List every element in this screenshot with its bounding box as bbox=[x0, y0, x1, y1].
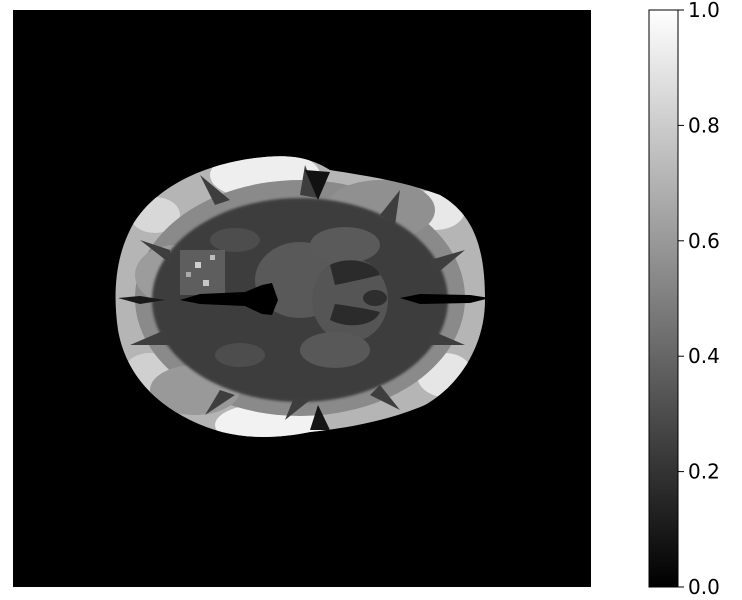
colorbar: 0.0 0.2 0.4 0.6 0.8 1.0 bbox=[648, 0, 720, 599]
brain-slice bbox=[115, 156, 485, 437]
colorbar-ticks: 0.0 0.2 0.4 0.6 0.8 1.0 bbox=[678, 0, 720, 599]
colorbar-tick-label: 0.4 bbox=[688, 344, 720, 368]
colorbar-frame bbox=[648, 9, 679, 588]
colorbar-tick-label: 0.0 bbox=[688, 575, 720, 599]
colorbar-tick-label: 0.8 bbox=[688, 113, 720, 137]
colorbar-tick-label: 0.6 bbox=[688, 229, 720, 253]
colorbar-gradient bbox=[649, 10, 678, 587]
colorbar-tick-label: 0.2 bbox=[688, 460, 720, 484]
colorbar-tick-label: 1.0 bbox=[688, 0, 720, 22]
